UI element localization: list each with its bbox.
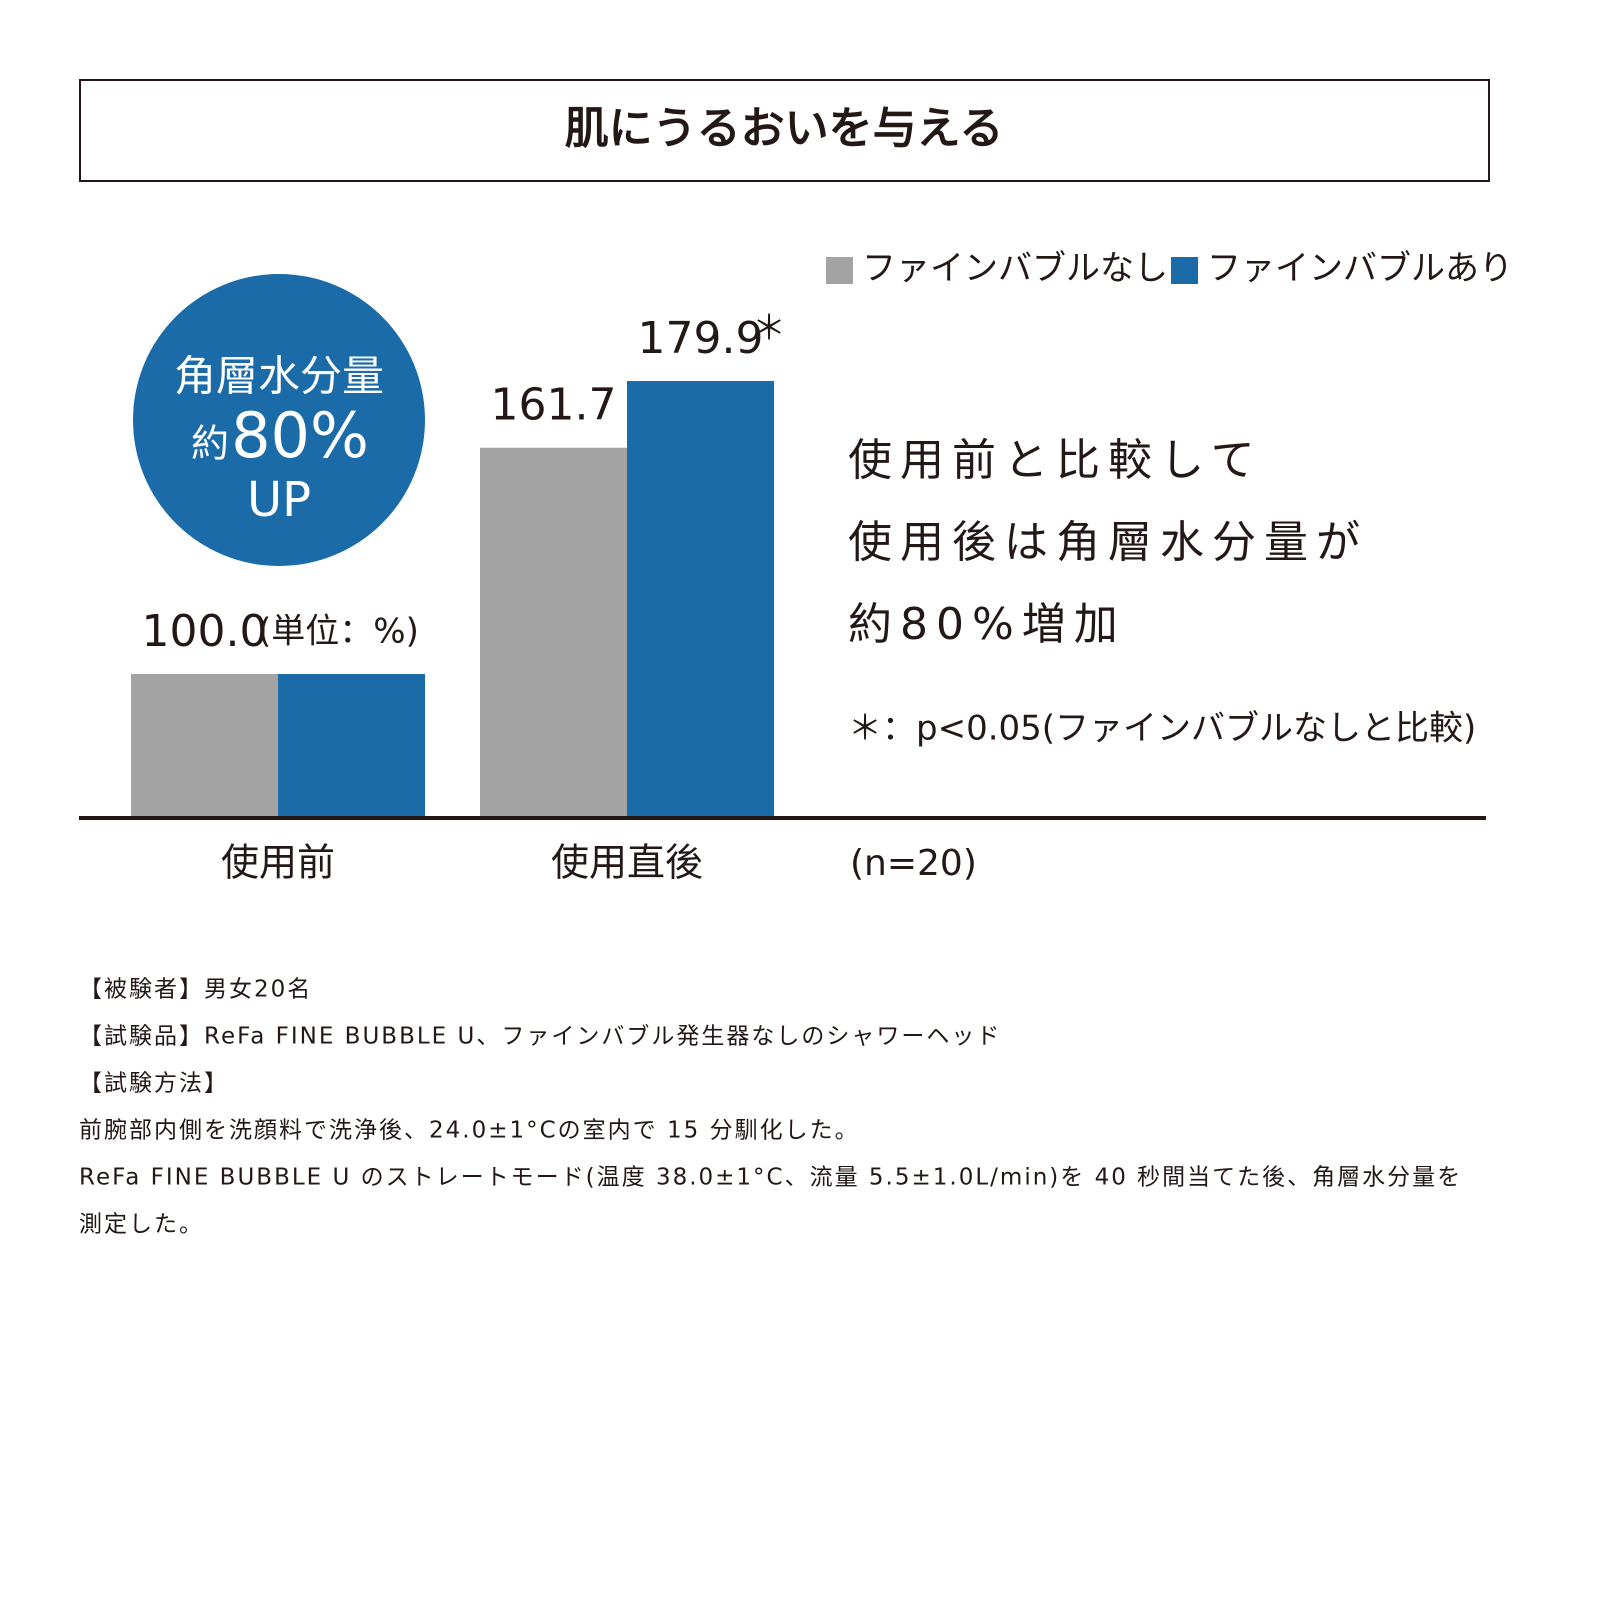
note: 前腕部内側を洗顔料で洗浄後、24.0±1°Cの室内で 15 分馴化した。 xyxy=(79,1118,860,1144)
bar xyxy=(480,447,627,816)
legend-swatch xyxy=(1171,257,1198,284)
bar xyxy=(278,674,425,816)
badge-text: UP xyxy=(247,472,311,528)
description: 使用前と比較して xyxy=(848,435,1263,486)
legend-label: ファインバブルなし xyxy=(862,249,1168,289)
title-box xyxy=(79,79,1490,182)
note: 測定した。 xyxy=(79,1212,204,1238)
value-label: 100.0 xyxy=(142,606,268,657)
note: 【被験者】男女20名 xyxy=(79,977,312,1003)
bar xyxy=(627,381,774,816)
footnote: ＊：p<0.05(ファインバブルなしと比較) xyxy=(848,709,1476,749)
chart-title: 肌にうるおいを与える xyxy=(565,103,1004,154)
note: 【試験品】ReFa FINE BUBBLE U、ファインバブル発生器なしのシャワ… xyxy=(79,1024,1001,1050)
note: 【試験方法】 xyxy=(79,1071,229,1097)
badge xyxy=(133,274,425,566)
value-label: 161.7 xyxy=(491,380,617,431)
unit-note: (単位：%) xyxy=(258,612,419,652)
badge-text: 80% xyxy=(231,399,369,472)
value-label: 179.9 xyxy=(638,313,764,364)
x-tick-label: 使用直後 xyxy=(551,841,703,885)
sample-size: (n=20) xyxy=(850,843,977,884)
description: 約80%増加 xyxy=(848,599,1126,650)
significance-marker: ＊ xyxy=(752,309,786,349)
x-tick-label: 使用前 xyxy=(221,841,335,885)
badge-text: 角層水分量 xyxy=(174,352,384,401)
legend-swatch xyxy=(826,257,853,284)
bar xyxy=(131,674,278,816)
note: ReFa FINE BUBBLE U のストレートモード(温度 38.0±1°C… xyxy=(79,1165,1462,1191)
description: 使用後は角層水分量が xyxy=(848,517,1368,568)
legend-label: ファインバブルあり xyxy=(1207,249,1513,289)
badge-text: 約 xyxy=(191,422,229,466)
